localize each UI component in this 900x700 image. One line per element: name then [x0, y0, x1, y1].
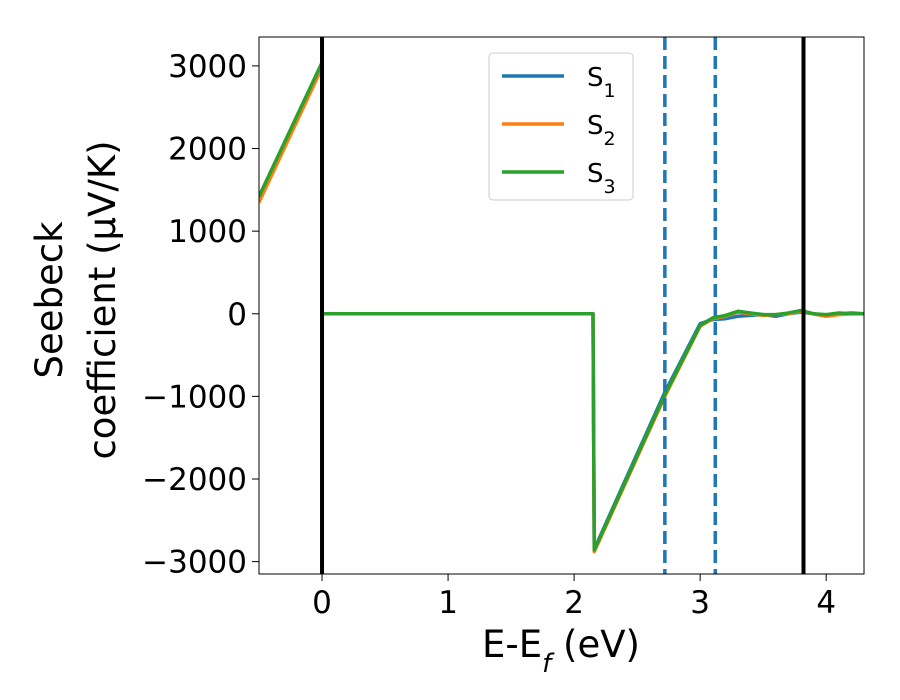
y-tick-label: −2000: [142, 462, 247, 498]
series-line-s3: [259, 60, 864, 552]
x-tick-label: 4: [816, 585, 836, 621]
x-tick-label: 2: [564, 585, 584, 621]
legend-label-s3: S3: [587, 159, 616, 198]
y-axis-title-line2: coefficient (μV/K): [81, 140, 124, 459]
y-tick-label: 3000: [168, 49, 247, 85]
legend-label-s2: S2: [587, 111, 616, 150]
axes-frame: [258, 36, 865, 575]
legend-label-s1: S1: [587, 63, 616, 102]
legend: S1 S2 S3: [488, 52, 634, 201]
plot-area: [258, 36, 865, 575]
data-layer: [259, 37, 864, 574]
y-axis-title-line1: Seebeck: [28, 221, 71, 379]
y-tick-label: 1000: [168, 214, 247, 250]
axes-ticks: 0 1 2 3 4 3000 2000 1000 0 −1000 −2000 −3000: [142, 49, 836, 621]
x-tick-label: 3: [690, 585, 710, 621]
x-tick-label: 1: [438, 585, 458, 621]
x-axis-title: E-Ef (eV): [482, 623, 640, 679]
legend-box: [488, 52, 634, 201]
y-tick-label: −1000: [142, 379, 247, 415]
x-tick-label: 0: [312, 585, 332, 621]
y-tick-label: 2000: [168, 132, 247, 168]
y-tick-label: 0: [227, 297, 247, 333]
y-tick-label: −3000: [142, 545, 247, 581]
y-axis-title: Seebeck coefficient (μV/K): [28, 140, 124, 459]
